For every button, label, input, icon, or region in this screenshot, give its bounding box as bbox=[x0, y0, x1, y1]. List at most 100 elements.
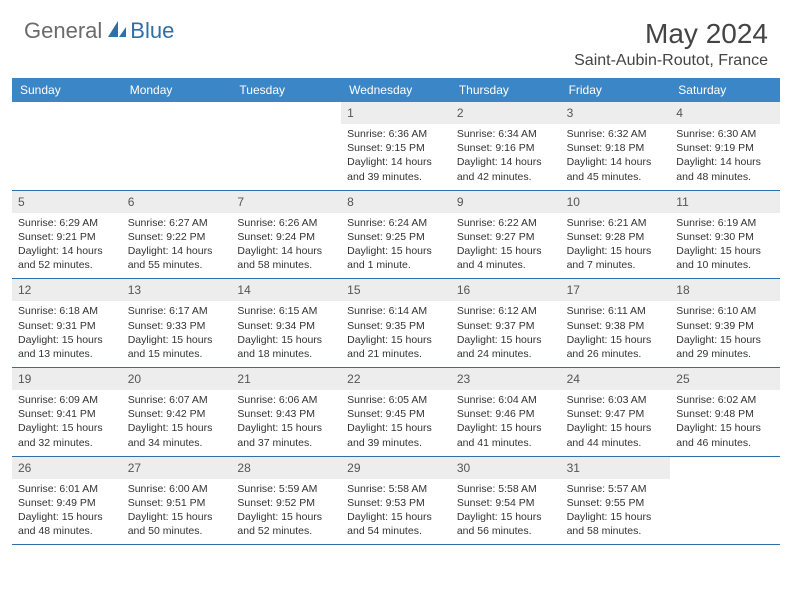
day-info: Sunrise: 6:01 AMSunset: 9:49 PMDaylight:… bbox=[18, 482, 116, 539]
dow-saturday: Saturday bbox=[670, 78, 780, 102]
day-cell: 22 Sunrise: 6:05 AMSunset: 9:45 PMDayligh… bbox=[341, 368, 451, 456]
day-cell bbox=[12, 102, 122, 190]
day-info: Sunrise: 5:59 AMSunset: 9:52 PMDaylight:… bbox=[237, 482, 335, 539]
day-number: 27 bbox=[128, 461, 141, 475]
day-number: 15 bbox=[347, 283, 360, 297]
day-number: 17 bbox=[567, 283, 580, 297]
day-info: Sunrise: 6:06 AMSunset: 9:43 PMDaylight:… bbox=[237, 393, 335, 450]
day-number: 4 bbox=[676, 106, 683, 120]
day-info: Sunrise: 6:00 AMSunset: 9:51 PMDaylight:… bbox=[128, 482, 226, 539]
day-info: Sunrise: 6:17 AMSunset: 9:33 PMDaylight:… bbox=[128, 304, 226, 361]
day-cell: 15 Sunrise: 6:14 AMSunset: 9:35 PMDayligh… bbox=[341, 279, 451, 367]
daynum-row: 8 bbox=[341, 191, 451, 213]
day-number: 6 bbox=[128, 195, 135, 209]
day-number: 20 bbox=[128, 372, 141, 386]
daynum-row: 6 bbox=[122, 191, 232, 213]
day-info: Sunrise: 6:29 AMSunset: 9:21 PMDaylight:… bbox=[18, 216, 116, 273]
day-number: 3 bbox=[567, 106, 574, 120]
day-info: Sunrise: 6:10 AMSunset: 9:39 PMDaylight:… bbox=[676, 304, 774, 361]
day-cell: 10Sunrise: 6:21 AMSunset: 9:28 PMDayligh… bbox=[561, 191, 671, 279]
day-number: 7 bbox=[237, 195, 244, 209]
day-info: Sunrise: 6:11 AMSunset: 9:38 PMDaylight:… bbox=[567, 304, 665, 361]
daynum-row: 5 bbox=[12, 191, 122, 213]
day-info: Sunrise: 6:05 AMSunset: 9:45 PMDaylight:… bbox=[347, 393, 445, 450]
daynum-row: 25 bbox=[670, 368, 780, 390]
daynum-row: 11 bbox=[670, 191, 780, 213]
day-number: 21 bbox=[237, 372, 250, 386]
day-info: Sunrise: 6:19 AMSunset: 9:30 PMDaylight:… bbox=[676, 216, 774, 273]
daynum-row: 12 bbox=[12, 279, 122, 301]
title-block: May 2024 Saint-Aubin-Routot, France bbox=[574, 18, 768, 70]
day-number: 22 bbox=[347, 372, 360, 386]
day-info: Sunrise: 6:09 AMSunset: 9:41 PMDaylight:… bbox=[18, 393, 116, 450]
logo-text-general: General bbox=[24, 18, 102, 44]
day-number: 13 bbox=[128, 283, 141, 297]
dow-monday: Monday bbox=[122, 78, 232, 102]
day-cell: 3 Sunrise: 6:32 AMSunset: 9:18 PMDaylight… bbox=[561, 102, 671, 190]
location: Saint-Aubin-Routot, France bbox=[574, 52, 768, 70]
day-cell: 1Sunrise: 6:36 AMSunset: 9:15 PMDaylight… bbox=[341, 102, 451, 190]
week-row: 5 Sunrise: 6:29 AMSunset: 9:21 PMDaylight… bbox=[12, 191, 780, 280]
week-row: 26 Sunrise: 6:01 AMSunset: 9:49 PMDayligh… bbox=[12, 457, 780, 546]
day-info: Sunrise: 6:07 AMSunset: 9:42 PMDaylight:… bbox=[128, 393, 226, 450]
day-info: Sunrise: 6:24 AMSunset: 9:25 PMDaylight:… bbox=[347, 216, 445, 273]
day-cell: 20 Sunrise: 6:07 AMSunset: 9:42 PMDayligh… bbox=[122, 368, 232, 456]
day-cell: 11 Sunrise: 6:19 AMSunset: 9:30 PMDayligh… bbox=[670, 191, 780, 279]
day-number: 23 bbox=[457, 372, 470, 386]
logo-sail-icon bbox=[106, 19, 128, 44]
dow-wednesday: Wednesday bbox=[341, 78, 451, 102]
day-number: 31 bbox=[567, 461, 580, 475]
day-info: Sunrise: 5:57 AMSunset: 9:55 PMDaylight:… bbox=[567, 482, 665, 539]
day-info: Sunrise: 6:15 AMSunset: 9:34 PMDaylight:… bbox=[237, 304, 335, 361]
day-cell: 14 Sunrise: 6:15 AMSunset: 9:34 PMDayligh… bbox=[231, 279, 341, 367]
day-info: Sunrise: 6:04 AMSunset: 9:46 PMDaylight:… bbox=[457, 393, 555, 450]
daynum-row: 17 bbox=[561, 279, 671, 301]
day-cell: 30Sunrise: 5:58 AMSunset: 9:54 PMDayligh… bbox=[451, 457, 561, 545]
daynum-row: 26 bbox=[12, 457, 122, 479]
daynum-row: 7 bbox=[231, 191, 341, 213]
week-row: 12 Sunrise: 6:18 AMSunset: 9:31 PMDayligh… bbox=[12, 279, 780, 368]
day-number: 29 bbox=[347, 461, 360, 475]
dow-friday: Friday bbox=[561, 78, 671, 102]
dow-sunday: Sunday bbox=[12, 78, 122, 102]
day-number: 19 bbox=[18, 372, 31, 386]
daynum-row: 20 bbox=[122, 368, 232, 390]
header: General Blue May 2024 Saint-Aubin-Routot… bbox=[0, 0, 792, 78]
day-cell bbox=[670, 457, 780, 545]
day-number: 24 bbox=[567, 372, 580, 386]
day-cell: 18Sunrise: 6:10 AMSunset: 9:39 PMDayligh… bbox=[670, 279, 780, 367]
daynum-row: 24 bbox=[561, 368, 671, 390]
dow-thursday: Thursday bbox=[451, 78, 561, 102]
daynum-row: 21 bbox=[231, 368, 341, 390]
day-cell: 2 Sunrise: 6:34 AMSunset: 9:16 PMDaylight… bbox=[451, 102, 561, 190]
day-number: 16 bbox=[457, 283, 470, 297]
daynum-row: 14 bbox=[231, 279, 341, 301]
day-info: Sunrise: 6:27 AMSunset: 9:22 PMDaylight:… bbox=[128, 216, 226, 273]
daynum-row: 15 bbox=[341, 279, 451, 301]
daynum-row: 23 bbox=[451, 368, 561, 390]
day-cell: 28Sunrise: 5:59 AMSunset: 9:52 PMDayligh… bbox=[231, 457, 341, 545]
day-info: Sunrise: 6:32 AMSunset: 9:18 PMDaylight:… bbox=[567, 127, 665, 184]
day-info: Sunrise: 6:14 AMSunset: 9:35 PMDaylight:… bbox=[347, 304, 445, 361]
day-info: Sunrise: 6:30 AMSunset: 9:19 PMDaylight:… bbox=[676, 127, 774, 184]
day-cell: 16Sunrise: 6:12 AMSunset: 9:37 PMDayligh… bbox=[451, 279, 561, 367]
day-cell bbox=[231, 102, 341, 190]
week-row: 1Sunrise: 6:36 AMSunset: 9:15 PMDaylight… bbox=[12, 102, 780, 191]
day-cell: 12 Sunrise: 6:18 AMSunset: 9:31 PMDayligh… bbox=[12, 279, 122, 367]
daynum-row: 31 bbox=[561, 457, 671, 479]
day-number: 30 bbox=[457, 461, 470, 475]
logo: General Blue bbox=[24, 18, 174, 44]
day-number: 9 bbox=[457, 195, 464, 209]
day-info: Sunrise: 6:26 AMSunset: 9:24 PMDaylight:… bbox=[237, 216, 335, 273]
day-cell: 13 Sunrise: 6:17 AMSunset: 9:33 PMDayligh… bbox=[122, 279, 232, 367]
day-cell: 23 Sunrise: 6:04 AMSunset: 9:46 PMDayligh… bbox=[451, 368, 561, 456]
daynum-row: 2 bbox=[451, 102, 561, 124]
day-number: 26 bbox=[18, 461, 31, 475]
day-info: Sunrise: 6:03 AMSunset: 9:47 PMDaylight:… bbox=[567, 393, 665, 450]
day-info: Sunrise: 6:18 AMSunset: 9:31 PMDaylight:… bbox=[18, 304, 116, 361]
daynum-row: 30 bbox=[451, 457, 561, 479]
day-info: Sunrise: 6:02 AMSunset: 9:48 PMDaylight:… bbox=[676, 393, 774, 450]
day-cell: 19 Sunrise: 6:09 AMSunset: 9:41 PMDayligh… bbox=[12, 368, 122, 456]
day-info: Sunrise: 6:22 AMSunset: 9:27 PMDaylight:… bbox=[457, 216, 555, 273]
day-info: Sunrise: 6:34 AMSunset: 9:16 PMDaylight:… bbox=[457, 127, 555, 184]
